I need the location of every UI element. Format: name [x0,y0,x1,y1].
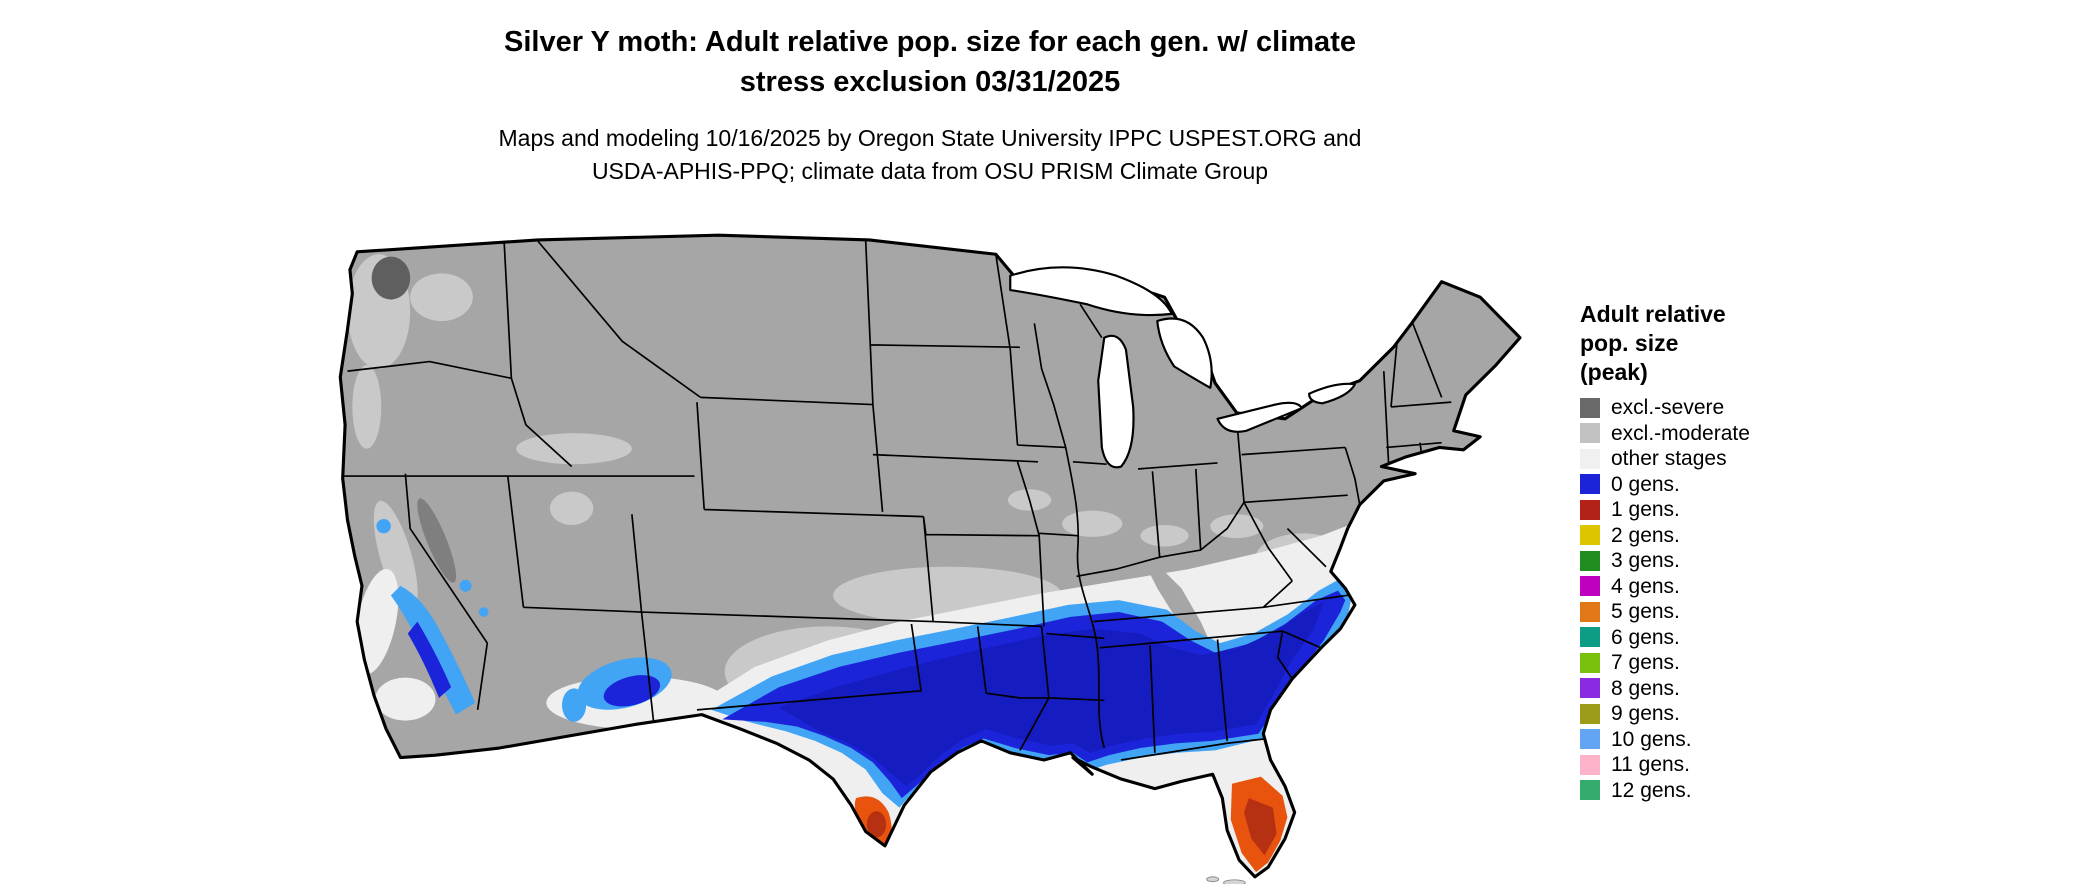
legend-label: excl.-moderate [1611,421,1750,445]
legend-swatch [1580,448,1600,469]
legend-label: other stages [1611,447,1727,471]
legend-title-line3: (peak) [1580,359,1648,385]
legend-label: 6 gens. [1611,625,1680,649]
legend-item-5-gens: 5 gens. [1580,599,1880,625]
gen1-core-region [866,798,1277,856]
map-subtitle-line1: Maps and modeling 10/16/2025 by Oregon S… [498,125,1362,151]
legend-label: 9 gens. [1611,702,1680,726]
gen0-dense-region [778,602,1324,787]
lake-erie [1216,401,1303,433]
legend-swatch [1580,703,1600,724]
legend-swatch [1580,550,1600,571]
legend-swatch [1580,397,1600,418]
map-subtitle-line2: USDA-APHIS-PPQ; climate data from OSU PR… [591,158,1269,184]
map-title-line1: Silver Y moth: Adult relative pop. size … [504,26,1356,58]
legend-swatch [1580,576,1600,597]
legend-items: excl.-severe excl.-moderate other stages 0 … [1580,395,1880,803]
legend-swatch [1580,474,1600,495]
legend-swatch [1580,423,1600,444]
legend-item-4-gens: 4 gens. [1580,574,1880,600]
legend-swatch [1580,627,1600,648]
legend-label: 11 gens. [1611,753,1691,777]
legend-label: 1 gens. [1611,498,1680,522]
legend-label: 5 gens. [1611,600,1680,624]
lake-superior [1009,266,1173,317]
legend-label: 2 gens. [1611,523,1680,547]
legend-item-9-gens: 9 gens. [1580,701,1880,727]
legend-label: 4 gens. [1611,574,1680,598]
us-map-container [321,228,1526,887]
legend-item-other-stages: other stages [1580,446,1880,472]
legend-item-0-gens: 0 gens. [1580,472,1880,498]
legend-title-line1: Adult relative [1580,301,1726,327]
legend-item-excl-severe: excl.-severe [1580,395,1880,421]
map-subtitle: Maps and modeling 10/16/2025 by Oregon S… [0,122,1860,188]
legend-item-10-gens: 10 gens. [1580,727,1880,753]
legend-item-1-gens: 1 gens. [1580,497,1880,523]
legend-swatch [1580,678,1600,699]
us-outline [338,233,1522,879]
legend: Adult relative pop. size (peak) excl.-se… [1580,300,1880,803]
state-borders [342,239,1452,761]
lake-michigan [1097,334,1135,469]
us-map [338,233,1522,887]
excluded-severe-region [371,256,457,583]
map-title: Silver Y moth: Adult relative pop. size … [0,22,1860,102]
lake-ontario [1308,382,1356,405]
legend-label: excl.-severe [1611,396,1725,420]
legend-swatch [1580,780,1600,801]
great-lakes [1009,266,1356,469]
map-title-line2: stress exclusion 03/31/2025 [739,66,1121,98]
legend-item-6-gens: 6 gens. [1580,625,1880,651]
lake-huron [1156,317,1213,389]
legend-label: 3 gens. [1611,549,1680,573]
legend-item-12-gens: 12 gens. [1580,778,1880,804]
legend-item-11-gens: 11 gens. [1580,752,1880,778]
legend-swatch [1580,729,1600,750]
legend-item-3-gens: 3 gens. [1580,548,1880,574]
legend-item-7-gens: 7 gens. [1580,650,1880,676]
legend-swatch [1580,525,1600,546]
florida-keys [1206,876,1246,887]
legend-label: 12 gens. [1611,778,1692,802]
legend-label: 10 gens. [1611,727,1692,751]
legend-swatch [1580,499,1600,520]
legend-swatch [1580,601,1600,622]
legend-item-excl-moderate: excl.-moderate [1580,421,1880,447]
legend-label: 8 gens. [1611,676,1680,700]
legend-swatch [1580,652,1600,673]
appalachian-excluded-tongue [1147,564,1213,651]
legend-label: 7 gens. [1611,651,1680,675]
legend-item-8-gens: 8 gens. [1580,676,1880,702]
legend-swatch [1580,754,1600,775]
legend-item-2-gens: 2 gens. [1580,523,1880,549]
legend-title-line2: pop. size [1580,330,1679,356]
legend-label: 0 gens. [1611,472,1680,496]
